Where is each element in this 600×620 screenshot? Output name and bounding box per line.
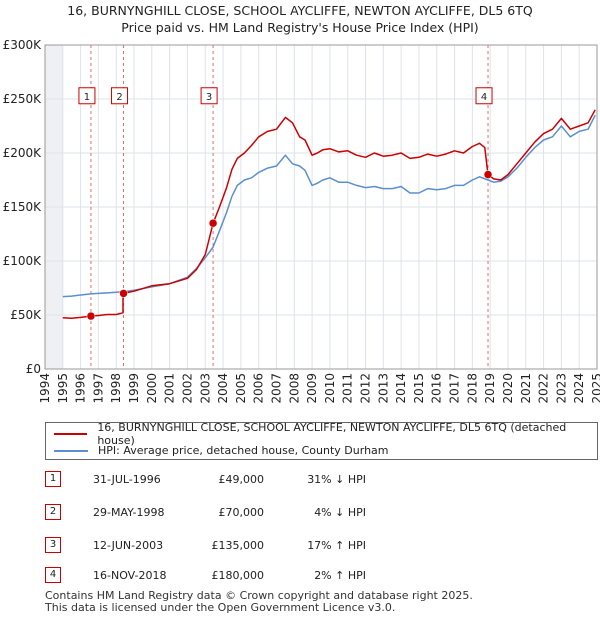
y-tick-label: £150K bbox=[3, 200, 43, 214]
x-tick-label: 2013 bbox=[376, 373, 390, 404]
transaction-label-box bbox=[200, 87, 218, 105]
x-tick-label: 2014 bbox=[394, 373, 408, 404]
x-tick-label: 2006 bbox=[252, 373, 266, 404]
y-tick-labels: £0 £50K £100K £150K £200K £250K £300K bbox=[3, 38, 43, 376]
x-tick-label: 2017 bbox=[448, 373, 462, 404]
footer-copyright: Contains HM Land Registry data © Crown c… bbox=[45, 589, 473, 602]
series-lines bbox=[62, 109, 596, 319]
y-tick-label: £300K bbox=[3, 38, 43, 52]
x-tick-label: 2016 bbox=[430, 373, 444, 404]
transaction-label-box bbox=[111, 87, 129, 105]
x-tick-label: 2005 bbox=[234, 373, 248, 404]
transaction-label-box bbox=[475, 87, 493, 105]
x-tick-label: 2020 bbox=[501, 373, 515, 404]
x-tick-label: 2023 bbox=[554, 373, 568, 404]
x-tick-label: 2025 bbox=[590, 373, 600, 404]
x-tick-label: 2011 bbox=[341, 373, 355, 404]
row-date: 29-MAY-1998 bbox=[93, 506, 165, 519]
y-tick-label: £0 bbox=[26, 362, 41, 376]
x-tick-label: 2019 bbox=[483, 373, 497, 404]
transaction-point bbox=[119, 289, 128, 298]
legend-swatch-property bbox=[54, 432, 88, 435]
table-row: 1 31-JUL-1996 £49,000 31% ↓ HPI bbox=[45, 470, 598, 490]
title-subtitle: Price paid vs. HM Land Registry's House … bbox=[121, 20, 479, 35]
transaction-label-text: 4 bbox=[481, 92, 487, 103]
x-tick-label: 2001 bbox=[163, 373, 177, 404]
x-tick-label: 1998 bbox=[109, 373, 123, 404]
transaction-label-text: 1 bbox=[84, 92, 90, 103]
x-tick-label: 2022 bbox=[537, 373, 551, 404]
x-tick-label: 2002 bbox=[180, 373, 194, 404]
x-tick-labels: 1994 1995 1996 1997 1998 1999 2000 2001 2002 2003… bbox=[38, 373, 600, 404]
footer-licence: This data is licensed under the Open Gov… bbox=[45, 601, 396, 614]
x-tick-label: 2018 bbox=[465, 373, 479, 404]
table-row: 3 12-JUN-2003 £135,000 17% ↑ HPI bbox=[45, 536, 598, 556]
x-tick-label: 2009 bbox=[305, 373, 319, 404]
legend-swatch-hpi bbox=[54, 449, 88, 452]
x-tick-label: 2012 bbox=[359, 373, 373, 404]
table-row: 4 16-NOV-2018 £180,000 2% ↑ HPI bbox=[45, 566, 598, 586]
transaction-label-box bbox=[78, 87, 96, 105]
x-tick-label: 1995 bbox=[56, 373, 70, 404]
x-tick-label: 1994 bbox=[38, 373, 52, 404]
row-number-badge: 3 bbox=[45, 537, 61, 553]
transaction-label-text: 2 bbox=[116, 92, 122, 103]
x-tick-label: 2000 bbox=[145, 373, 159, 404]
property-price-line bbox=[62, 109, 596, 319]
price-chart: 1 2 3 4 £0 £50K £100K £150K £200K £250K £300K 199… bbox=[3, 38, 600, 404]
footer-attribution: Contains HM Land Registry data © Crown c… bbox=[45, 590, 473, 614]
x-tick-label: 1996 bbox=[74, 373, 88, 404]
transaction-point bbox=[483, 170, 493, 179]
row-hpi: 17% ↑ HPI bbox=[307, 539, 366, 552]
row-price: £49,000 bbox=[218, 473, 265, 486]
hpi-line bbox=[62, 114, 596, 298]
x-tick-label: 2015 bbox=[412, 373, 426, 404]
y-tick-label: £100K bbox=[3, 254, 43, 268]
plot-frame bbox=[44, 44, 598, 370]
x-tick-label: 2010 bbox=[323, 373, 337, 404]
row-hpi: 4% ↓ HPI bbox=[314, 506, 366, 519]
x-tick-label: 2024 bbox=[572, 373, 586, 404]
table-row: 2 29-MAY-1998 £70,000 4% ↓ HPI bbox=[45, 503, 598, 523]
transaction-point bbox=[86, 311, 96, 321]
legend-label-hpi: HPI: Average price, detached house, Coun… bbox=[98, 444, 389, 457]
y-tick-label: £50K bbox=[10, 308, 42, 322]
x-tick-label: 2007 bbox=[269, 373, 283, 404]
x-tick-label: 2003 bbox=[198, 373, 212, 404]
legend-item-hpi: HPI: Average price, detached house, Coun… bbox=[54, 442, 389, 459]
x-tick-label: 1997 bbox=[91, 373, 105, 404]
transaction-point bbox=[208, 218, 218, 228]
row-price: £135,000 bbox=[211, 539, 265, 552]
row-hpi: 31% ↓ HPI bbox=[307, 473, 366, 486]
row-date: 12-JUN-2003 bbox=[93, 539, 164, 552]
x-tick-label: 2021 bbox=[519, 373, 533, 404]
legend-label-property: 16, BURNYNGHILL CLOSE, SCHOOL AYCLIFFE, … bbox=[97, 420, 567, 447]
row-price: £180,000 bbox=[211, 569, 265, 582]
row-date: 31-JUL-1996 bbox=[93, 473, 161, 486]
chart-title: 16, BURNYNGHILL CLOSE, SCHOOL AYCLIFFE, … bbox=[0, 2, 600, 36]
row-hpi: 2% ↑ HPI bbox=[314, 569, 366, 582]
transaction-points bbox=[86, 170, 493, 321]
legend: 16, BURNYNGHILL CLOSE, SCHOOL AYCLIFFE, … bbox=[45, 421, 598, 460]
x-tick-label: 2004 bbox=[216, 373, 230, 404]
row-number-badge: 4 bbox=[45, 567, 61, 583]
x-tick-label: 1999 bbox=[127, 373, 141, 404]
y-tick-label: £250K bbox=[3, 92, 43, 106]
title-address: 16, BURNYNGHILL CLOSE, SCHOOL AYCLIFFE, … bbox=[67, 3, 533, 18]
transaction-labels: 1 2 3 4 bbox=[78, 87, 493, 105]
y-tick-label: £200K bbox=[3, 146, 43, 160]
x-tick-label: 2008 bbox=[287, 373, 301, 404]
row-price: £70,000 bbox=[218, 506, 265, 519]
legend-item-property: 16, BURNYNGHILL CLOSE, SCHOOL AYCLIFFE, … bbox=[54, 421, 597, 447]
row-date: 16-NOV-2018 bbox=[93, 569, 167, 582]
row-number-badge: 1 bbox=[45, 471, 61, 487]
transaction-label-text: 3 bbox=[206, 92, 212, 103]
row-number-badge: 2 bbox=[45, 504, 61, 520]
